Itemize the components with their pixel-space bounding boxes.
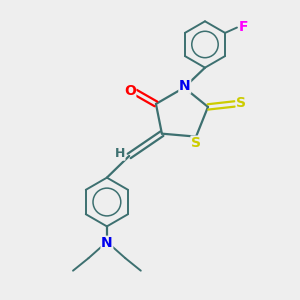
Text: F: F [239, 20, 248, 34]
Text: H: H [115, 147, 125, 160]
Text: O: O [124, 84, 136, 98]
Text: S: S [236, 96, 246, 110]
Text: N: N [179, 79, 190, 93]
Text: N: N [101, 236, 113, 250]
Text: S: S [191, 136, 201, 150]
